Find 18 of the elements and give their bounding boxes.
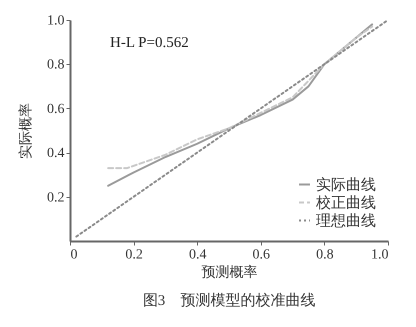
x-axis-title: 预测概率 (202, 264, 258, 280)
y-tick-label: 1.0 (47, 14, 64, 28)
annotation: H-L P=0.562 (110, 35, 189, 51)
x-tick-label: 0.8 (316, 248, 334, 262)
y-tick-label: 0.2 (47, 190, 64, 206)
y-axis-title: 实际概率 (18, 103, 34, 159)
x-tick-label: 0.2 (125, 248, 143, 262)
legend-label: 实际曲线 (316, 176, 376, 194)
y-tick-label: 0.8 (47, 58, 64, 73)
y-tick-label: 0.4 (47, 146, 64, 162)
x-tick-label: 1.0 (371, 248, 388, 262)
x-tick-label: 0.6 (252, 248, 270, 262)
legend-label: 校正曲线 (315, 194, 376, 212)
text: 图3 预测模型的校准曲线 (142, 292, 316, 309)
x-tick-label: 0 (70, 248, 78, 262)
y-tick-label: 0.6 (47, 102, 64, 117)
legend-label: 理想曲线 (316, 212, 376, 230)
x-tick-label: 0.4 (188, 248, 206, 262)
